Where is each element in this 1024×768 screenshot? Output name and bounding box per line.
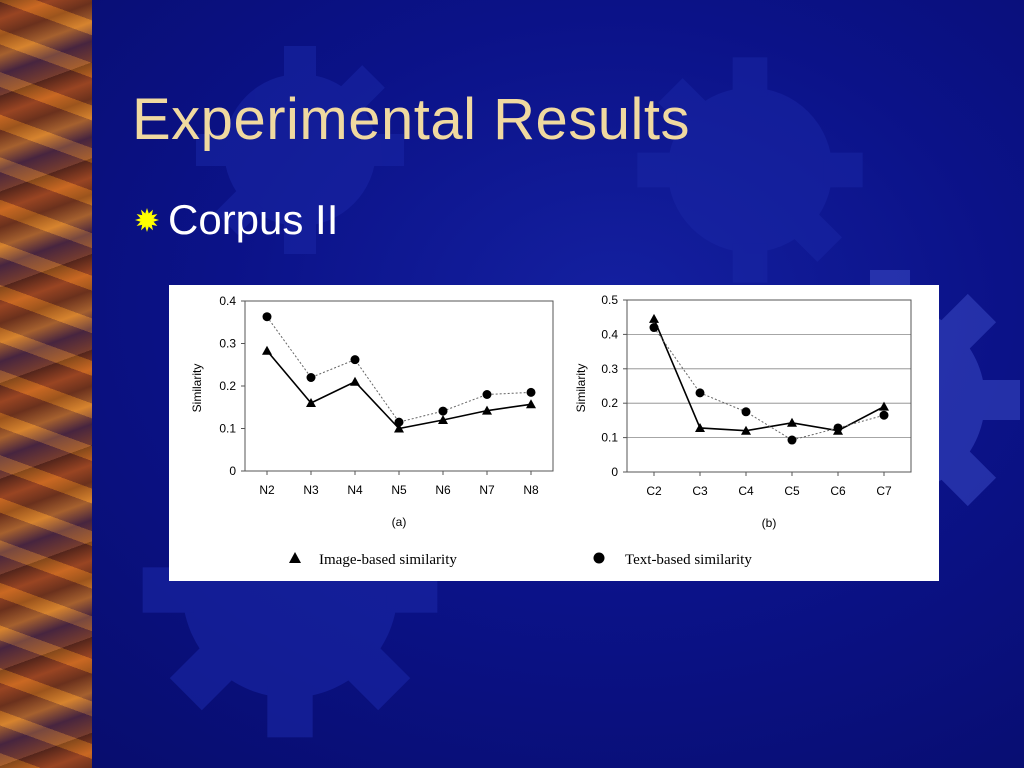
data-point-circle [262,312,272,322]
data-point-triangle [438,415,448,424]
data-point-circle [526,387,536,397]
data-point-circle [438,406,448,416]
data-point-triangle [879,401,889,411]
y-tick-label: 0.3 [601,362,618,376]
y-tick-label: 0.4 [219,294,236,308]
data-point-triangle [787,417,797,427]
data-point-circle [741,407,751,417]
chart-caption: (a) [392,515,407,529]
y-axis-label: Similarity [190,364,204,413]
x-tick-label: N5 [391,483,407,497]
results-figure: 0 0.1 0.2 0.3 0.4 N2 N3 N4 N5 N6 N7 N8 Similarity (a)… [169,285,939,581]
data-point-circle [879,410,889,420]
chart-caption: (b) [762,516,777,530]
legend-label-image-based: Image-based similarity [319,552,457,568]
data-point-triangle [350,376,360,386]
data-point-triangle [482,405,492,415]
data-point-circle [306,373,316,382]
x-tick-label: N6 [435,483,451,497]
x-tick-label: C5 [784,484,800,498]
data-point-circle [350,355,360,365]
y-tick-label: 0.1 [601,431,618,445]
data-point-triangle [262,345,272,355]
y-tick-label: 0.2 [219,379,236,393]
data-point-triangle [306,398,316,407]
data-point-circle [787,435,797,445]
x-tick-label: C2 [646,484,662,498]
data-point-circle [833,423,843,433]
x-tick-label: N8 [523,483,539,497]
data-point-triangle [695,422,705,432]
series-line-image-based [653,318,885,432]
y-tick-label: 0 [611,465,618,479]
sunburst-bullet-icon [135,208,159,232]
legend-label-text-based: Text-based similarity [625,552,752,568]
legend-triangle-icon [289,552,301,563]
data-point-circle [394,417,404,427]
y-axis-label: Similarity [574,364,588,413]
plot-frame [626,299,912,473]
x-tick-label: N4 [347,483,363,497]
data-point-triangle [649,313,659,323]
background-gear-icon [196,46,404,254]
y-tick-label: 0.3 [219,337,236,351]
series-line-image-based [266,350,532,430]
slide-title: Experimental Results [132,87,690,152]
data-point-circle [482,390,492,399]
x-tick-label: N3 [303,483,319,497]
data-point-circle [695,388,705,398]
y-tick-label: 0.4 [601,327,618,341]
y-tick-label: 0.5 [601,293,618,307]
chart-legend: Image-based similarity Text-based similar… [289,552,752,568]
background-gear-icon [637,57,863,283]
x-tick-label: C4 [738,484,754,498]
y-tick-label: 0.2 [601,396,618,410]
data-point-triangle [394,423,404,433]
y-tick-label: 0.1 [219,422,236,436]
decorative-side-strip [0,0,92,768]
x-tick-label: C7 [876,484,892,498]
legend-circle-icon [593,552,605,564]
series-line-text-based [653,327,885,441]
chart-b: 0 0.1 0.2 0.3 0.4 0.5 C2 C3 C4 C5 C6 C7 Similarity (b… [574,293,912,530]
x-tick-label: N7 [479,483,495,497]
plot-frame [244,300,554,472]
data-point-triangle [526,399,536,409]
data-point-circle [649,323,659,333]
figure-svg: 0 0.1 0.2 0.3 0.4 N2 N3 N4 N5 N6 N7 N8 Similarity (a)… [190,293,912,568]
x-tick-label: C3 [692,484,708,498]
x-tick-label: C6 [830,484,846,498]
data-point-triangle [741,425,751,435]
x-tick-label: N2 [259,483,275,497]
bullet-text: Corpus II [168,196,339,243]
decorative-strip-overlay [0,0,92,768]
bullet-item: Corpus II [134,196,338,244]
chart-a: 0 0.1 0.2 0.3 0.4 N2 N3 N4 N5 N6 N7 N8 Similarity (a) [190,294,554,529]
y-tick-label: 0 [229,464,236,478]
